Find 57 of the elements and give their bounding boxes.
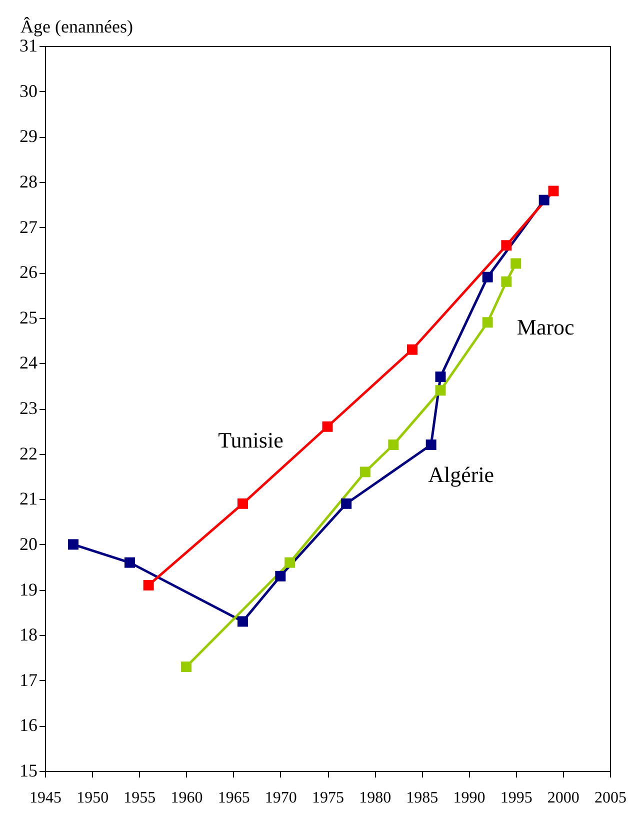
x-tick-label: 1985 xyxy=(406,790,438,806)
point xyxy=(181,662,192,672)
y-tick-label: 17 xyxy=(20,670,38,690)
x-tick-label: 2005 xyxy=(594,790,626,806)
y-tick-label: 25 xyxy=(20,307,38,328)
x-tick-label: 1975 xyxy=(312,790,344,806)
point xyxy=(510,258,522,269)
x-tick-label: 1990 xyxy=(453,790,486,806)
x-tick-label: 1950 xyxy=(76,790,109,806)
x-tick-label: 1995 xyxy=(500,790,532,806)
point xyxy=(68,539,78,550)
point xyxy=(360,466,370,478)
x-tick-label: 1955 xyxy=(124,790,156,806)
x-tick-label: 2000 xyxy=(547,790,580,806)
x-tick-label: 1945 xyxy=(30,790,62,806)
y-tick-label: 24 xyxy=(20,352,38,373)
y-tick-label: 28 xyxy=(20,171,38,192)
y-tick-label: 15 xyxy=(20,760,38,780)
point xyxy=(426,440,436,450)
point xyxy=(143,580,154,590)
x-tick-label: 1970 xyxy=(264,790,297,806)
point xyxy=(407,344,418,355)
series-label: Tunisie xyxy=(218,428,284,453)
y-tick-label: 27 xyxy=(20,216,38,237)
x-tick-label: 1980 xyxy=(359,790,392,806)
y-tick-label: 23 xyxy=(20,398,38,418)
point xyxy=(482,272,493,282)
series-label: Maroc xyxy=(516,314,575,340)
point xyxy=(435,372,446,382)
x-tick-label: 1965 xyxy=(218,790,250,806)
series-label: Algérie xyxy=(428,462,494,487)
point xyxy=(388,440,399,450)
y-tick-label: 22 xyxy=(20,443,38,464)
point xyxy=(501,276,512,287)
y-tick-label: 19 xyxy=(20,579,38,600)
point xyxy=(284,557,296,568)
point xyxy=(482,317,493,328)
y-tick-label: 20 xyxy=(20,534,38,554)
y-tick-label: 21 xyxy=(20,488,38,509)
point xyxy=(238,498,248,509)
point xyxy=(538,194,550,206)
point xyxy=(548,186,559,196)
y-tick-label: 16 xyxy=(20,715,38,736)
point xyxy=(238,616,248,627)
y-axis-title: Âge (enannées) xyxy=(20,16,133,36)
point xyxy=(435,385,446,396)
y-tick-label: 29 xyxy=(20,126,38,146)
point xyxy=(322,421,333,432)
y-tick-label: 31 xyxy=(20,36,38,56)
x-tick-label: 1960 xyxy=(170,790,203,806)
point xyxy=(124,557,135,568)
point xyxy=(341,498,352,509)
point xyxy=(501,240,512,251)
y-tick-label: 26 xyxy=(20,262,38,282)
y-tick-label: 30 xyxy=(20,80,38,101)
point xyxy=(275,570,286,582)
y-tick-label: 18 xyxy=(20,624,38,645)
